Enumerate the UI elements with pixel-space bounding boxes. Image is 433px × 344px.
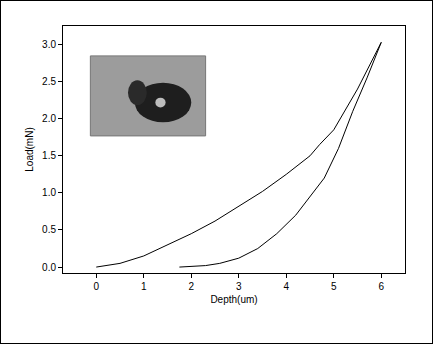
svg-text:0: 0 (93, 281, 99, 292)
svg-text:3.0: 3.0 (42, 39, 56, 50)
svg-text:3: 3 (236, 281, 242, 292)
svg-text:0.5: 0.5 (42, 224, 56, 235)
svg-text:4: 4 (283, 281, 289, 292)
svg-text:2.5: 2.5 (42, 76, 56, 87)
svg-text:1.0: 1.0 (42, 187, 56, 198)
svg-text:2.0: 2.0 (42, 113, 56, 124)
svg-text:Load(mN): Load(mN) (24, 127, 35, 171)
svg-text:2: 2 (188, 281, 194, 292)
svg-text:Depth(um): Depth(um) (210, 294, 257, 305)
svg-text:6: 6 (378, 281, 384, 292)
svg-text:1.5: 1.5 (42, 150, 56, 161)
svg-text:5: 5 (331, 281, 337, 292)
svg-text:1: 1 (141, 281, 147, 292)
svg-text:0.0: 0.0 (42, 262, 56, 273)
